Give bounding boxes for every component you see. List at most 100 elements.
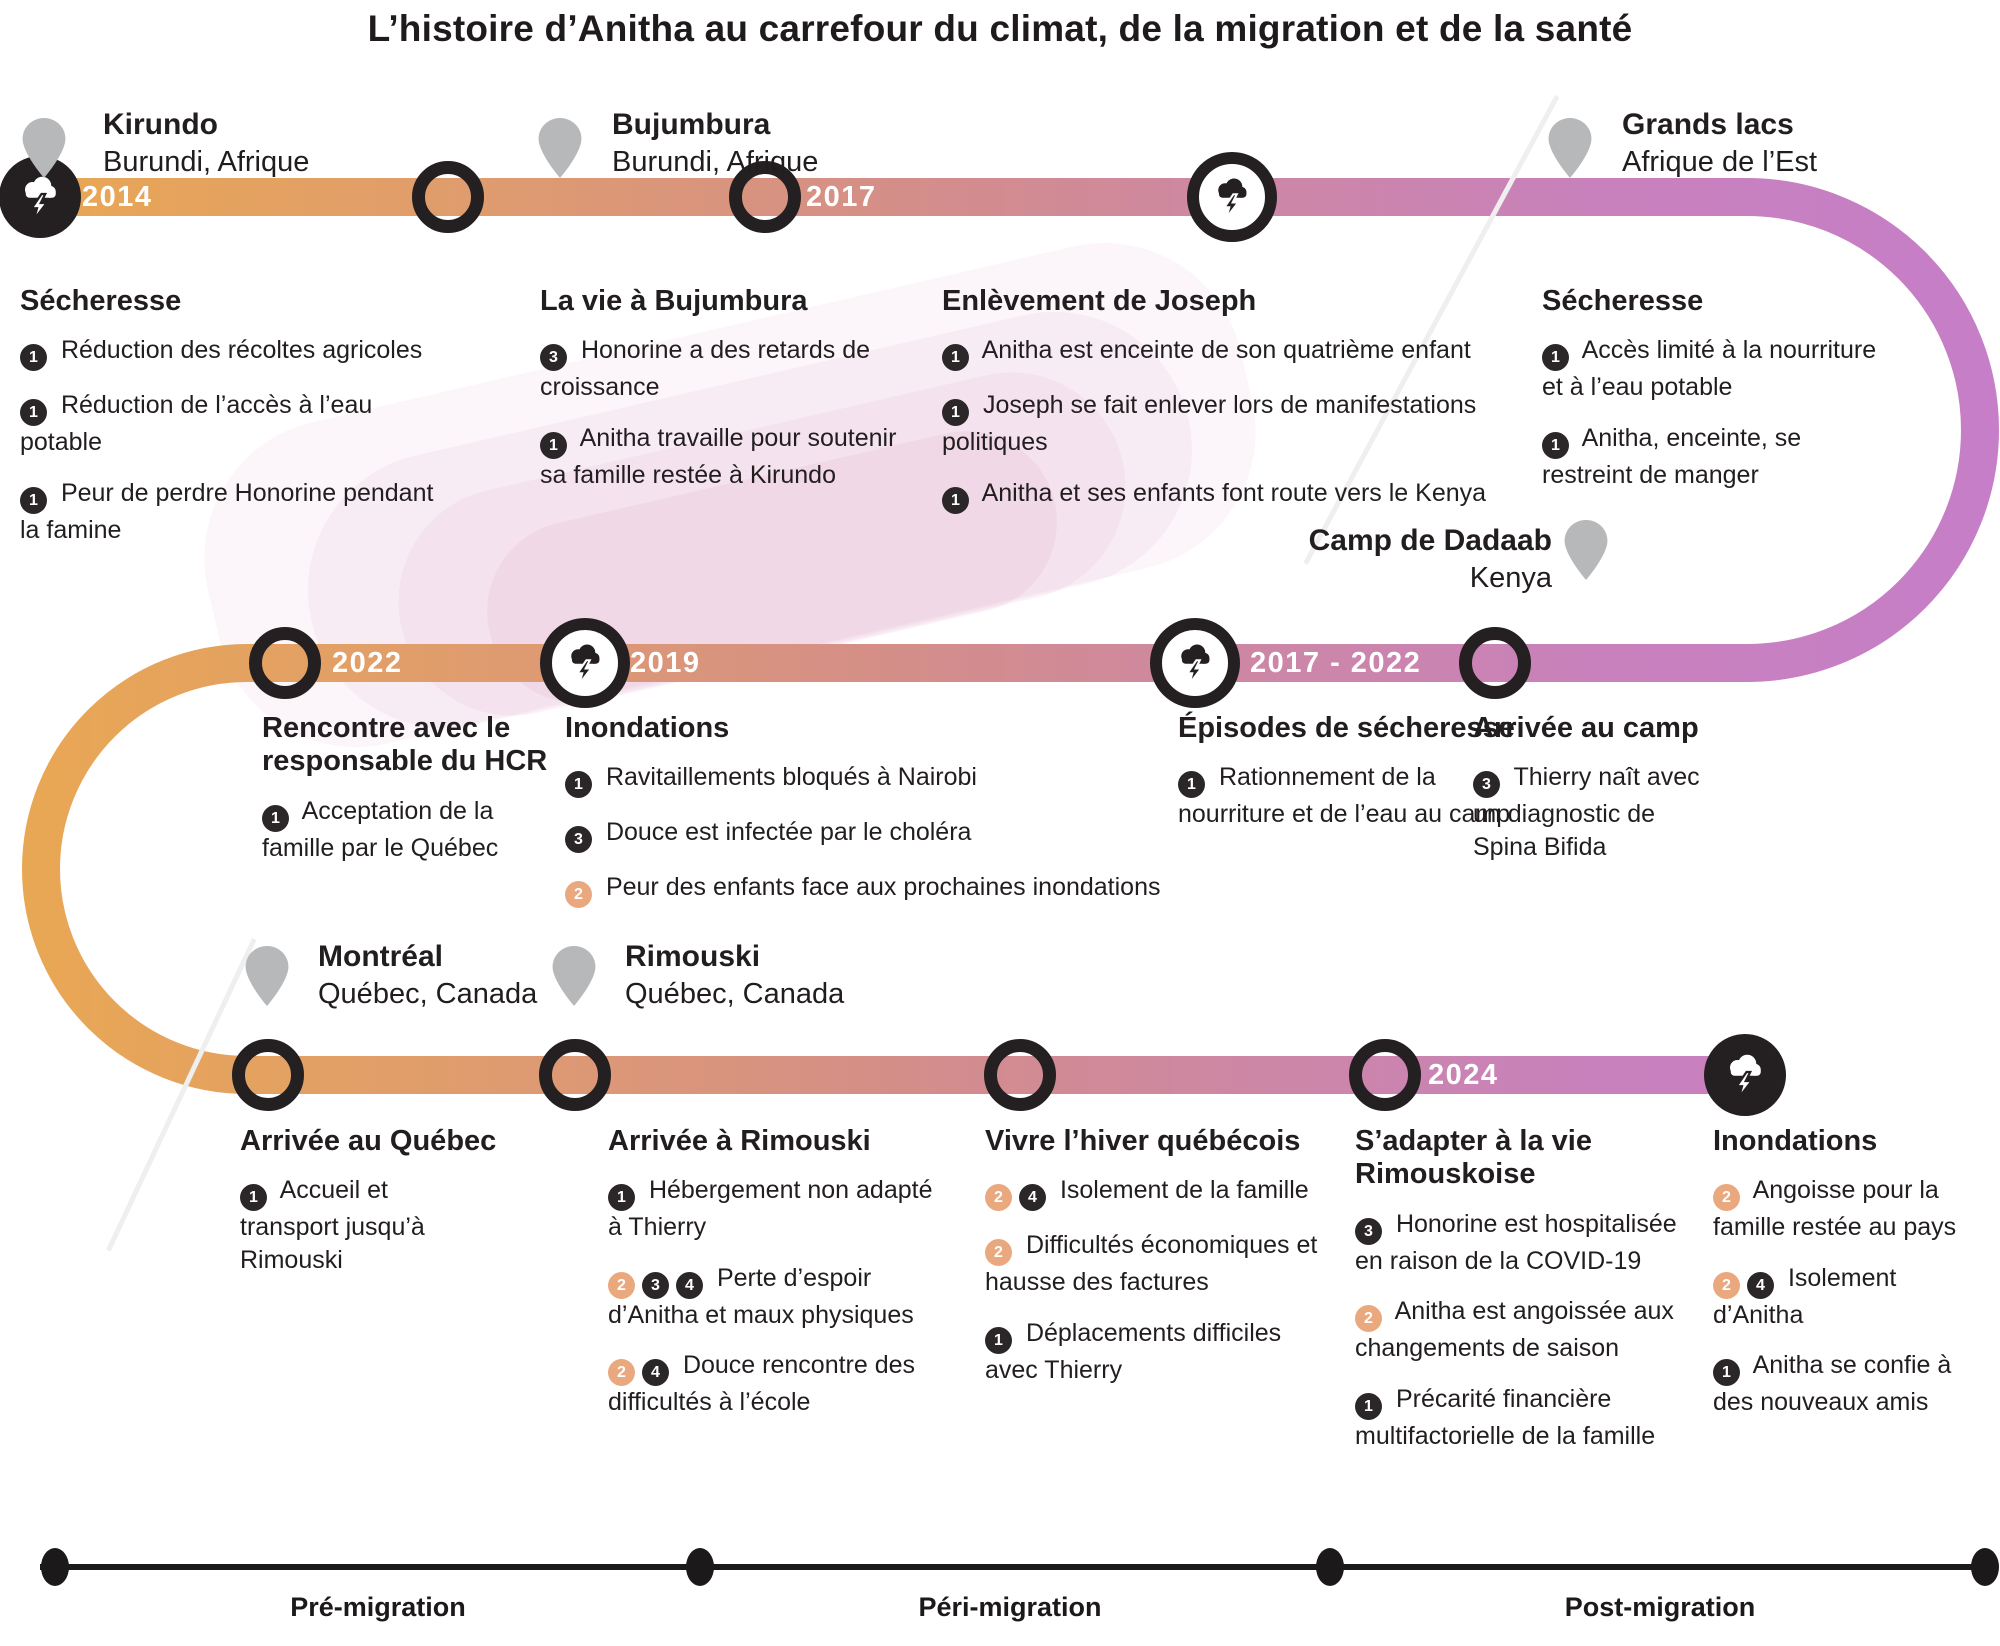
impact-badge-3: 3 bbox=[565, 826, 592, 854]
node-bujumbura-life bbox=[412, 161, 484, 233]
event-hiver-quebecois: Vivre l’hiver québécois 2 4 Isolement de l… bbox=[985, 1125, 1330, 1404]
event-adaptation-rimouskoise: S’adapter à la vie Rimouskoise 3 Honorine… bbox=[1355, 1125, 1685, 1470]
impact-badge-1: 1 bbox=[1542, 344, 1569, 372]
location-name: Montréal bbox=[318, 940, 444, 973]
impact-badge-2: 2 bbox=[1355, 1305, 1382, 1333]
impact-badge-2: 2 bbox=[985, 1184, 1012, 1212]
impact-badge-1: 1 bbox=[20, 344, 47, 372]
event-item-list: 1 Ravitaillements bloqués à Nairobi 3 Dou… bbox=[565, 761, 1185, 909]
impact-badge-1: 1 bbox=[240, 1184, 267, 1212]
axis-label-pre-migration: Pré-migration bbox=[290, 1592, 466, 1622]
node-quebec-arrival bbox=[232, 1039, 304, 1111]
axis-dot bbox=[686, 1548, 714, 1586]
impact-badge-1: 1 bbox=[608, 1184, 635, 1212]
event-item-list: 3 Thierry naît avec un diagnostic de Spi… bbox=[1473, 761, 1703, 863]
event-item: 1 Anitha est enceinte de son quatrième e… bbox=[942, 334, 1502, 372]
impact-badge-2: 2 bbox=[985, 1239, 1012, 1267]
impact-badge-3: 3 bbox=[642, 1271, 669, 1299]
event-item: 3 Honorine est hospitalisée en raison de… bbox=[1355, 1209, 1677, 1275]
event-title: Inondations bbox=[565, 712, 730, 744]
event-item: 1 Réduction de l’accès à l’eau potable bbox=[20, 391, 373, 457]
impact-badge-4: 4 bbox=[676, 1271, 703, 1299]
node-rimouski-adaptation bbox=[1349, 1039, 1421, 1111]
event-item-list: 1 Anitha est enceinte de son quatrième e… bbox=[942, 334, 1502, 514]
impact-badge-2: 2 bbox=[1713, 1271, 1740, 1299]
map-pin-icon bbox=[245, 946, 289, 1006]
page-title: L’histoire d’Anitha au carrefour du clim… bbox=[367, 8, 1633, 49]
year-label-2017: 2017 bbox=[806, 181, 877, 213]
impact-badge-4: 4 bbox=[1019, 1184, 1046, 1212]
location-name: Rimouski bbox=[625, 940, 761, 973]
axis-dot bbox=[1316, 1548, 1344, 1586]
event-item-list: 1 Réduction des récoltes agricoles 1 Rédu… bbox=[20, 334, 450, 546]
event-item: 1 Précarité financière multifactorielle … bbox=[1355, 1384, 1656, 1450]
axis-dot bbox=[1971, 1548, 1999, 1586]
impact-badge-1: 1 bbox=[1178, 771, 1205, 799]
location-name: Grands lacs bbox=[1622, 108, 1794, 141]
node-rimouski-arrival bbox=[539, 1039, 611, 1111]
event-episodes-secheresse: Épisodes de sécheresse 1 Rationnement de … bbox=[1178, 712, 1538, 849]
location-region: Québec, Canada bbox=[318, 977, 538, 1010]
event-item-list: 1 Accès limité à la nourriture et à l’ea… bbox=[1542, 334, 1877, 491]
event-secheresse-grands-lacs: Sécheresse 1 Accès limité à la nourriture… bbox=[1542, 285, 1877, 509]
event-item: 2 Peur des enfants face aux prochaines i… bbox=[565, 871, 1185, 909]
event-title: Sécheresse bbox=[20, 285, 182, 317]
event-item: 1 Hébergement non adapté à Thierry bbox=[608, 1176, 933, 1242]
year-label-2024: 2024 bbox=[1428, 1059, 1499, 1091]
impact-badge-1: 1 bbox=[942, 486, 969, 514]
location-name: Kirundo bbox=[103, 108, 218, 141]
impact-badge-4: 4 bbox=[1747, 1271, 1774, 1299]
event-vie-bujumbura: La vie à Bujumbura 3 Honorine a des retar… bbox=[540, 285, 910, 509]
impact-badge-3: 3 bbox=[1355, 1217, 1382, 1245]
location-rimouski: Rimouski Québec, Canada bbox=[625, 938, 844, 1013]
location-kirundo: Kirundo Burundi, Afrique bbox=[103, 106, 309, 181]
event-item-list: 2 Angoisse pour la famille restée au pay… bbox=[1713, 1174, 1985, 1419]
location-name: Bujumbura bbox=[612, 108, 771, 141]
event-arrivee-quebec: Arrivée au Québec 1 Accueil et transport … bbox=[240, 1125, 525, 1294]
event-title: La vie à Bujumbura bbox=[540, 285, 808, 317]
impact-badge-1: 1 bbox=[20, 486, 47, 514]
impact-badge-2: 2 bbox=[565, 881, 592, 909]
node-hcr-meeting bbox=[249, 627, 321, 699]
event-title: Rencontre avec le responsable du HCR bbox=[262, 712, 548, 778]
location-region: Afrique de l’Est bbox=[1622, 145, 1818, 178]
map-pin-icon bbox=[1564, 520, 1608, 580]
axis-label-peri-migration: Péri-migration bbox=[918, 1592, 1102, 1622]
year-label-2022: 2022 bbox=[332, 647, 403, 679]
location-grands-lacs: Grands lacs Afrique de l’Est bbox=[1622, 106, 1817, 181]
node-2019-floods-storm-icon bbox=[540, 618, 630, 708]
event-arrivee-camp: Arrivée au camp 3 Thierry naît avec un di… bbox=[1473, 712, 1723, 881]
location-region: Burundi, Afrique bbox=[103, 145, 310, 178]
impact-badge-2: 2 bbox=[1713, 1184, 1740, 1212]
map-pin-icon bbox=[538, 118, 582, 178]
event-secheresse-2014: Sécheresse 1 Réduction des récoltes agric… bbox=[20, 285, 450, 564]
impact-badge-1: 1 bbox=[565, 771, 592, 799]
impact-badge-1: 1 bbox=[20, 399, 47, 427]
year-label-2014: 2014 bbox=[82, 181, 153, 213]
event-title: Arrivée au Québec bbox=[240, 1125, 497, 1157]
node-camp-arrival bbox=[1459, 627, 1531, 699]
map-pin-icon bbox=[1548, 118, 1592, 178]
event-inondations-2019: Inondations 1 Ravitaillements bloqués à N… bbox=[565, 712, 1185, 926]
event-item: 1 Réduction des récoltes agricoles bbox=[20, 334, 450, 372]
event-item: 1 Anitha, enceinte, se restreint de mang… bbox=[1542, 423, 1802, 489]
event-title: Arrivée au camp bbox=[1473, 712, 1699, 744]
event-title: Inondations bbox=[1713, 1125, 1878, 1157]
impact-badge-3: 3 bbox=[540, 344, 567, 372]
impact-badge-1: 1 bbox=[1542, 431, 1569, 459]
event-item-list: 3 Honorine a des retards de croissance 1 … bbox=[540, 334, 910, 491]
event-inondations-rimouski: Inondations 2 Angoisse pour la famille re… bbox=[1713, 1125, 1985, 1437]
axis-label-post-migration: Post-migration bbox=[1564, 1592, 1756, 1622]
event-title: Arrivée à Rimouski bbox=[608, 1125, 871, 1157]
event-title: Épisodes de sécheresse bbox=[1178, 712, 1515, 744]
event-item: 3 Thierry naît avec un diagnostic de Spi… bbox=[1473, 763, 1700, 861]
impact-badge-1: 1 bbox=[942, 344, 969, 372]
impact-badge-1: 1 bbox=[1713, 1359, 1740, 1387]
impact-badge-1: 1 bbox=[942, 399, 969, 427]
impact-badge-1: 1 bbox=[540, 431, 567, 459]
event-item: 1 Ravitaillements bloqués à Nairobi bbox=[565, 761, 1185, 799]
